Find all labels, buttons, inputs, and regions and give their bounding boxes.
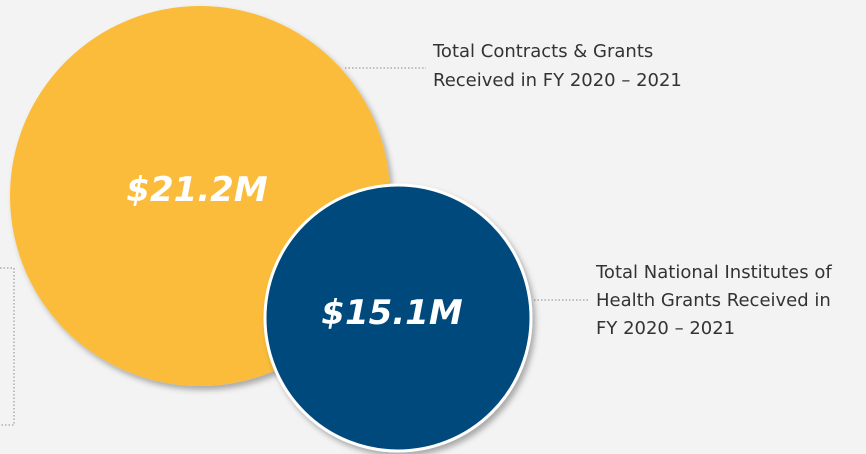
label: Health Grants Received in <box>596 290 831 311</box>
label: Total National Institutes of <box>595 262 832 283</box>
label: FY 2020 – 2021 <box>596 318 735 339</box>
label: Total Contracts & Grants <box>432 41 653 62</box>
label: Received in FY 2020 – 2021 <box>433 70 682 91</box>
value: $15.1M <box>321 293 463 333</box>
value: $21.2M <box>126 170 268 210</box>
partial-box <box>0 267 15 426</box>
blue-circle <box>263 183 533 453</box>
